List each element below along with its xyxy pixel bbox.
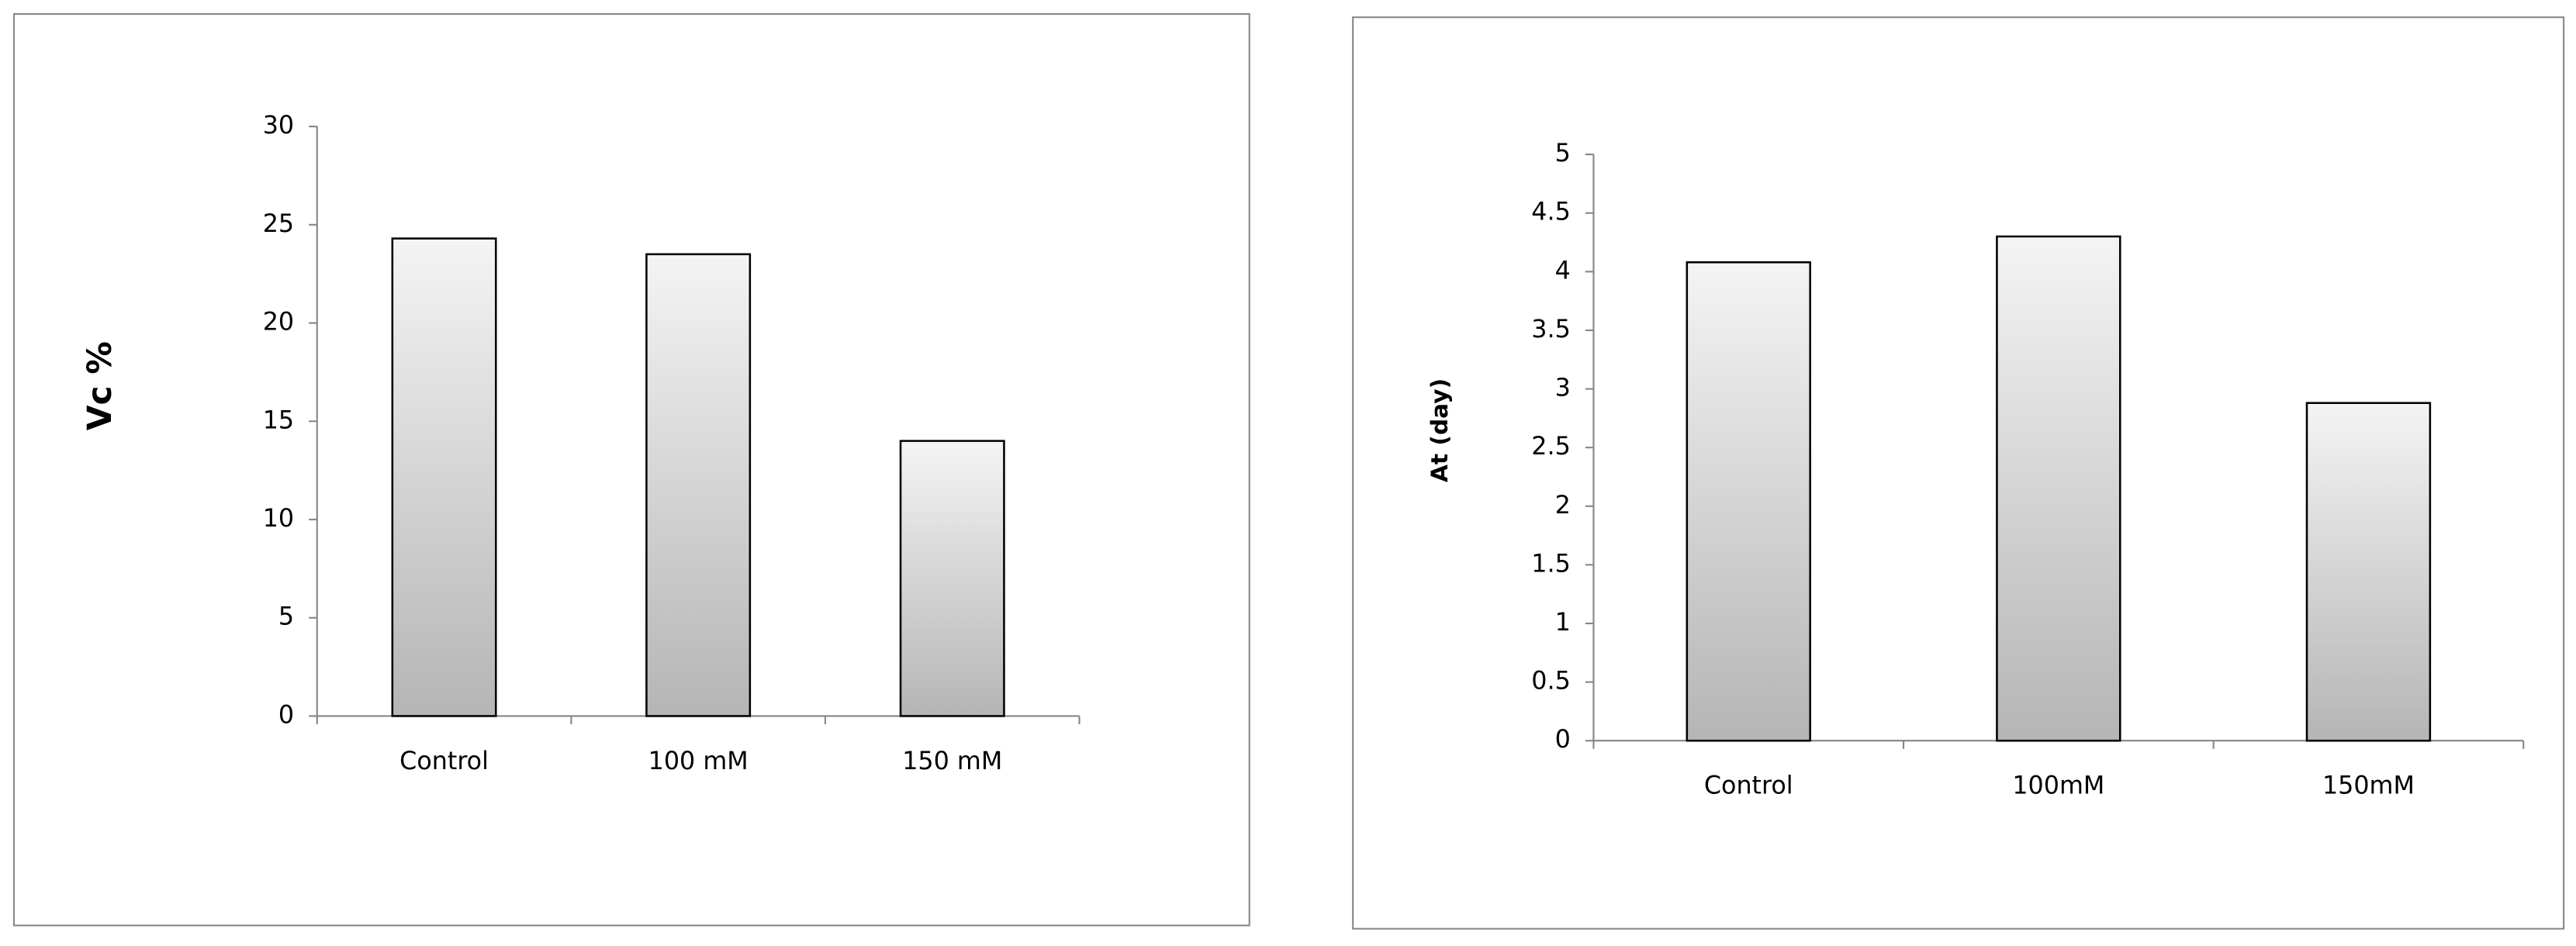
bar (1686, 261, 1811, 742)
bar (645, 253, 752, 717)
bar (1996, 235, 2121, 742)
x-tick-label: 100mM (2012, 772, 2104, 800)
y-tick-label: 4.5 (1531, 199, 1571, 226)
x-tick-label: Control (399, 747, 489, 775)
bar (2305, 402, 2432, 742)
y-tick-label: 4 (1555, 257, 1571, 285)
x-tick-label: 150mM (2322, 772, 2415, 800)
y-tick-label: 3 (1555, 375, 1571, 402)
y-tick-label: 5 (278, 603, 294, 631)
y-tick-label: 5 (1555, 140, 1571, 167)
y-tick-label: 15 (263, 406, 294, 434)
y-tick-label: 30 (263, 112, 294, 140)
chart-frame (12, 12, 1250, 927)
x-tick-label: 100 mM (648, 747, 749, 775)
x-tick-label: 150 mM (902, 747, 1002, 775)
y-tick-label: 0.5 (1531, 668, 1571, 696)
y-tick-label: 1.5 (1531, 550, 1571, 578)
bar (899, 440, 1005, 717)
y-tick-label: 3.5 (1531, 316, 1571, 344)
y-tick-label: 10 (263, 505, 294, 533)
y-tick-label: 25 (263, 210, 294, 238)
y-tick-label: 0 (278, 701, 294, 729)
y-tick-label: 2 (1555, 492, 1571, 520)
y-axis-label: Vc % (81, 341, 119, 430)
y-tick-label: 2.5 (1531, 433, 1571, 461)
x-tick-label: Control (1704, 772, 1793, 800)
y-axis-label: At (day) (1426, 378, 1453, 482)
bar (391, 237, 497, 717)
y-tick-label: 1 (1555, 609, 1571, 637)
y-tick-label: 20 (263, 309, 294, 337)
y-tick-label: 0 (1555, 726, 1571, 754)
